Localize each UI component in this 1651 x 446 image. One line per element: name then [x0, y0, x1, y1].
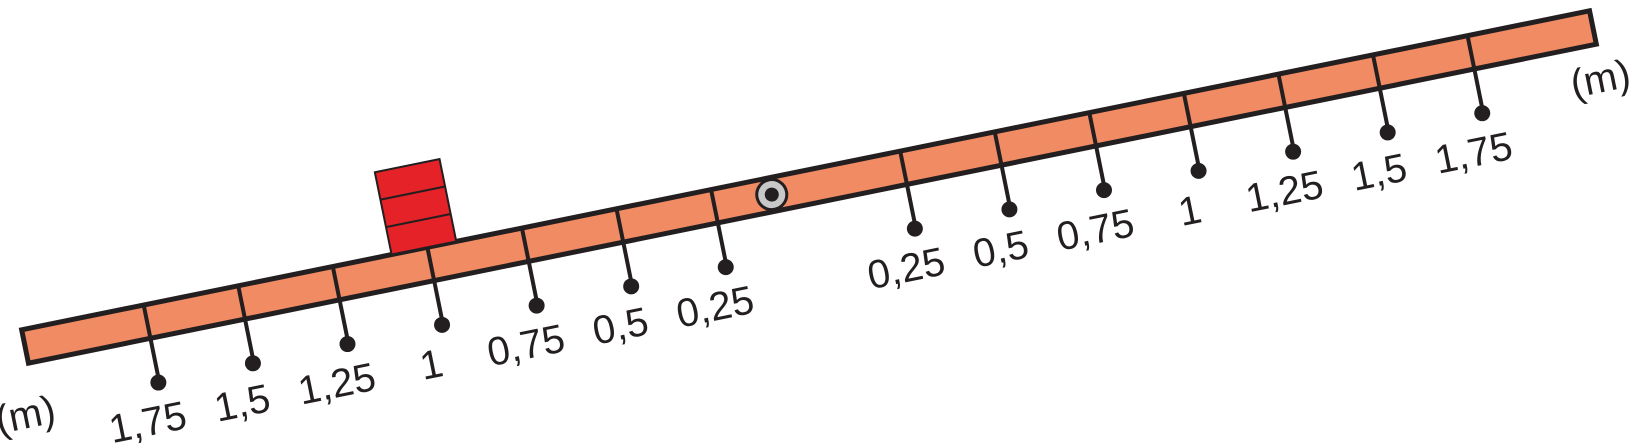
peg-dot — [623, 278, 640, 295]
peg-dot — [717, 259, 734, 276]
peg-stem — [337, 299, 350, 340]
peg-stem — [148, 337, 161, 378]
tick-label-right-1.75: 1,75 — [1431, 124, 1516, 183]
tick-label-right-1.5: 1,5 — [1347, 146, 1410, 200]
tick-label-left-1.75: 1,75 — [105, 393, 190, 446]
beam-dividers — [141, 35, 1477, 339]
peg-stem — [715, 222, 728, 263]
peg-dot — [434, 316, 451, 333]
tick-label-left-1.5: 1,5 — [211, 376, 274, 430]
beam-divider — [1465, 35, 1477, 70]
peg-dot — [150, 374, 167, 391]
block-icon — [373, 157, 458, 256]
beam-divider — [1087, 112, 1099, 147]
peg-stem — [526, 260, 539, 301]
tick-label-right-1: 1 — [1175, 187, 1206, 235]
beam-divider — [236, 285, 247, 320]
scale-pegs — [148, 68, 1491, 391]
peg-dot — [1285, 143, 1302, 160]
peg-stem — [1472, 68, 1485, 109]
peg-dot — [528, 297, 545, 314]
peg-stem — [621, 241, 634, 282]
beam-divider — [992, 131, 1004, 166]
block-divider — [385, 212, 451, 229]
beam — [18, 7, 1600, 367]
peg-stem — [999, 164, 1012, 205]
peg-stem — [432, 280, 445, 321]
beam-divider — [519, 227, 531, 262]
beam-divider — [425, 246, 437, 282]
peg-dot — [1379, 124, 1396, 141]
peg-stem — [904, 184, 917, 225]
tick-label-right-0.25: 0,25 — [864, 240, 949, 299]
peg-dot — [906, 220, 923, 237]
peg-stem — [1188, 126, 1201, 167]
beam-divider — [330, 266, 342, 301]
peg-dot — [1190, 162, 1207, 179]
tick-label-right-0.5: 0,5 — [969, 223, 1032, 277]
peg-stem — [1283, 107, 1296, 148]
beam-group — [18, 7, 1600, 367]
peg-stem — [243, 318, 255, 359]
unit-label-left: (m) — [0, 388, 59, 443]
beam-divider — [1276, 73, 1288, 108]
tick-label-left-1.25: 1,25 — [294, 355, 379, 414]
block-body — [373, 157, 458, 256]
beam-divider — [898, 150, 909, 185]
tick-label-left-0.5: 0,5 — [589, 299, 652, 353]
tick-label-left-1: 1 — [416, 341, 447, 389]
beam-divider — [1371, 54, 1382, 89]
tick-label-left-0.75: 0,75 — [483, 317, 568, 376]
pivot-icon — [755, 178, 789, 212]
peg-stem — [1377, 87, 1390, 128]
peg-dot — [339, 336, 356, 353]
pivot-pin — [764, 187, 779, 202]
beam-divider — [141, 304, 153, 339]
unit-label-right: (m) — [1567, 52, 1635, 107]
peg-stem — [1094, 145, 1106, 186]
beam-divider — [709, 189, 720, 224]
peg-dot — [1474, 105, 1491, 122]
tick-label-right-1.25: 1,25 — [1242, 163, 1327, 222]
tick-label-left-0.25: 0,25 — [673, 278, 758, 337]
peg-dot — [244, 355, 261, 372]
beam-divider — [614, 208, 626, 243]
beam-divider — [1181, 92, 1193, 128]
tick-label-right-0.75: 0,75 — [1053, 201, 1138, 260]
peg-dot — [1095, 182, 1112, 199]
peg-dot — [1001, 201, 1018, 218]
scale-labels: 0,25 0,5 0,75 1 1,25 1,5 1,75 0,25 0,5 0… — [0, 52, 1634, 446]
block-divider — [380, 185, 446, 201]
